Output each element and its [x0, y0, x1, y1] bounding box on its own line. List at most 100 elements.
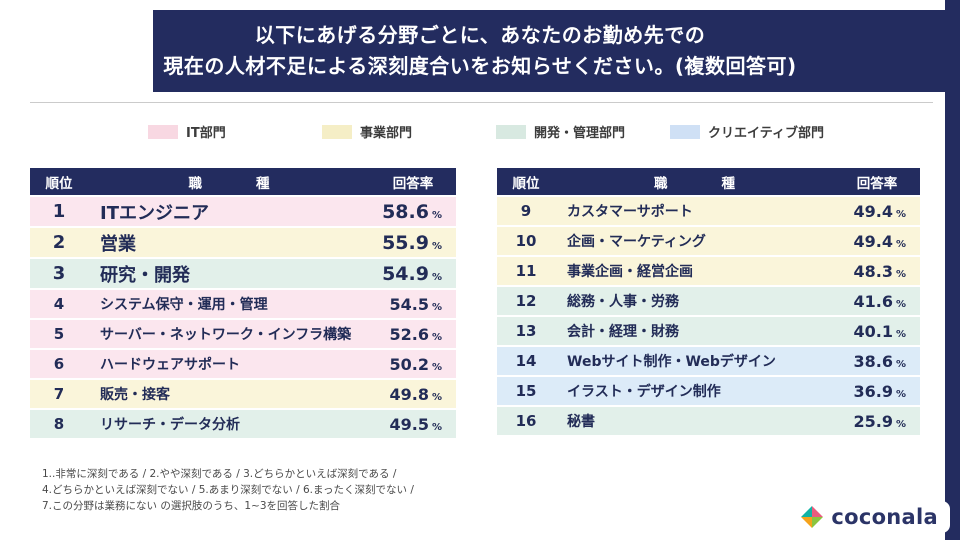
rank-cell: 7 — [53, 385, 65, 403]
title-line-1: 以下にあげる分野ごとに、あなたのお勤め先での — [254, 23, 706, 47]
job-cell: 研究・開発 — [100, 264, 190, 286]
percent-sign: % — [431, 421, 442, 433]
rate-cell: 49.4% — [834, 202, 920, 221]
table-row: 5 サーバー・ネットワーク・インフラ構築 52.6% — [30, 320, 456, 348]
legend-label: 事業部門 — [360, 126, 413, 141]
rate-cell: 52.6% — [370, 325, 456, 344]
rank-cell: 9 — [520, 202, 532, 220]
percent-sign: % — [431, 209, 442, 221]
table-row: 13 会計・経理・財務 40.1% — [497, 317, 920, 345]
table-header-right: 順位 職 種 回答率 — [497, 168, 920, 195]
legend-item: IT部門 — [148, 122, 322, 141]
rank-cell: 4 — [53, 295, 65, 313]
percent-sign: % — [431, 301, 442, 313]
job-cell: 事業企画・経営企画 — [567, 264, 693, 280]
percent-sign: % — [895, 358, 906, 370]
rank-cell: 5 — [53, 325, 65, 343]
job-cell: 秘書 — [567, 414, 595, 430]
rate-value: 49.4 — [853, 201, 893, 221]
rate-value: 40.1 — [853, 321, 893, 341]
job-cell: イラスト・デザイン制作 — [567, 384, 721, 400]
column-header-rank: 順位 — [45, 175, 73, 192]
job-cell: リサーチ・データ分析 — [100, 417, 240, 433]
rate-value: 38.6 — [853, 351, 893, 371]
table-row: 6 ハードウェアサポート 50.2% — [30, 350, 456, 378]
table-row: 7 販売・接客 49.8% — [30, 380, 456, 408]
percent-sign: % — [895, 388, 906, 400]
rank-cell: 8 — [53, 415, 65, 433]
table-row: 11 事業企画・経営企画 48.3% — [497, 257, 920, 285]
percent-sign: % — [895, 298, 906, 310]
rate-cell: 49.5% — [370, 415, 456, 434]
coconala-logo-icon — [801, 506, 824, 528]
job-cell: ITエンジニア — [100, 202, 209, 224]
rate-cell: 55.9% — [370, 232, 456, 254]
job-cell: ハードウェアサポート — [100, 357, 240, 373]
job-cell: 企画・マーケティング — [567, 234, 706, 250]
legend-item: 事業部門 — [322, 122, 496, 141]
rate-value: 48.3 — [853, 261, 893, 281]
coconala-logo: coconala — [791, 501, 950, 533]
job-cell: システム保守・運用・管理 — [100, 297, 268, 313]
legend-item: クリエイティブ部門 — [670, 122, 844, 141]
table-row: 14 Webサイト制作・Webデザイン 38.6% — [497, 347, 920, 375]
table-row: 10 企画・マーケティング 49.4% — [497, 227, 920, 255]
percent-sign: % — [895, 328, 906, 340]
percent-sign: % — [431, 361, 442, 373]
rank-cell: 11 — [515, 262, 537, 280]
legend: IT部門 事業部門 開発・管理部門 クリエイティブ部門 — [148, 122, 844, 141]
ranking-table-left: 順位 職 種 回答率 1 ITエンジニア 58.6% 2 営業 55.9% 3 研究・開発 54… — [30, 168, 456, 438]
rank-cell: 12 — [515, 292, 537, 310]
rate-value: 49.4 — [853, 231, 893, 251]
rank-cell: 3 — [52, 263, 66, 284]
rate-value: 55.9 — [382, 231, 429, 254]
job-cell: サーバー・ネットワーク・インフラ構築 — [100, 327, 352, 343]
footnote: 1..非常に深刻である / 2.やや深刻である / 3.どちらかといえば深刻であ… — [42, 466, 414, 514]
percent-sign: % — [431, 331, 442, 343]
rate-cell: 38.6% — [834, 352, 920, 371]
footnote-line-1: 1..非常に深刻である / 2.やや深刻である / 3.どちらかといえば深刻であ… — [42, 468, 397, 480]
rate-cell: 41.6% — [834, 292, 920, 311]
legend-color-swatch — [148, 124, 178, 139]
coconala-logo-text: coconala — [831, 505, 938, 529]
rate-value: 52.6 — [389, 324, 429, 344]
rate-value: 36.9 — [853, 381, 893, 401]
rate-value: 54.5 — [389, 294, 429, 314]
page-title: 以下にあげる分野ごとに、あなたのお勤め先での 現在の人材不足による深刻度合いをお… — [0, 20, 960, 82]
right-accent-bar — [945, 0, 960, 540]
rate-value: 49.5 — [389, 414, 429, 434]
percent-sign: % — [895, 418, 906, 430]
rate-cell: 50.2% — [370, 355, 456, 374]
column-header-rate: 回答率 — [856, 175, 898, 192]
ranking-table-right: 順位 職 種 回答率 9 カスタマーサポート 49.4% 10 企画・マーケティング 49… — [497, 168, 920, 435]
job-cell: 会計・経理・財務 — [567, 324, 679, 340]
legend-label: IT部門 — [186, 126, 226, 141]
table-row: 1 ITエンジニア 58.6% — [30, 197, 456, 226]
rank-cell: 10 — [515, 232, 537, 250]
table-row: 16 秘書 25.9% — [497, 407, 920, 435]
legend-color-swatch — [496, 124, 526, 139]
percent-sign: % — [431, 391, 442, 403]
rank-cell: 14 — [515, 352, 537, 370]
job-cell: カスタマーサポート — [567, 204, 693, 220]
table-row: 3 研究・開発 54.9% — [30, 259, 456, 288]
table-row: 2 営業 55.9% — [30, 228, 456, 257]
divider — [30, 102, 933, 103]
rate-cell: 25.9% — [834, 412, 920, 431]
percent-sign: % — [431, 271, 442, 283]
rate-cell: 48.3% — [834, 262, 920, 281]
table-row: 12 総務・人事・労務 41.6% — [497, 287, 920, 315]
job-cell: 総務・人事・労務 — [567, 294, 679, 310]
percent-sign: % — [431, 240, 442, 252]
table-row: 9 カスタマーサポート 49.4% — [497, 197, 920, 225]
rate-cell: 49.4% — [834, 232, 920, 251]
table-body-left: 1 ITエンジニア 58.6% 2 営業 55.9% 3 研究・開発 54.9% 4 システム保守・… — [30, 197, 456, 438]
rate-cell: 49.8% — [370, 385, 456, 404]
rank-cell: 13 — [515, 322, 537, 340]
table-body-right: 9 カスタマーサポート 49.4% 10 企画・マーケティング 49.4% 11 事業企画・経… — [497, 197, 920, 435]
column-header-rank: 順位 — [512, 175, 540, 192]
rate-value: 50.2 — [389, 354, 429, 374]
footnote-line-2: 4.どちらかといえば深刻でない / 5.あまり深刻でない / 6.まったく深刻で… — [42, 484, 414, 496]
legend-item: 開発・管理部門 — [496, 122, 670, 141]
